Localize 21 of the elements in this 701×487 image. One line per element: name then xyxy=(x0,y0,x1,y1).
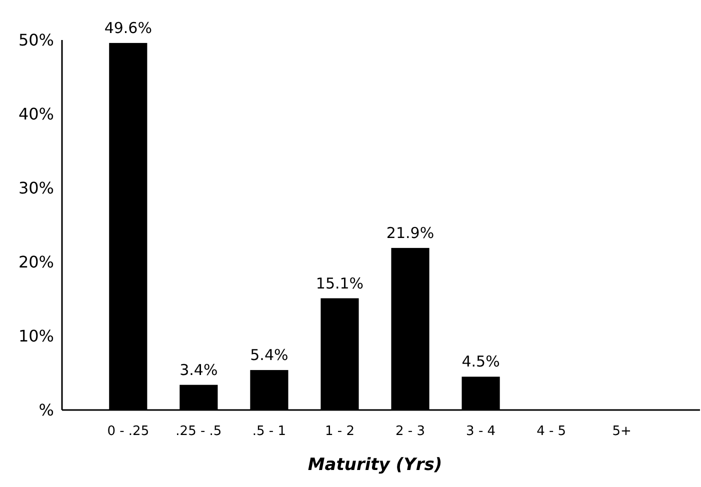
y-tick-label: 40% xyxy=(18,104,54,124)
x-tick-label: 5+ xyxy=(612,424,632,440)
x-tick-label: .25 - .5 xyxy=(176,424,222,440)
data-label: 21.9% xyxy=(386,224,434,242)
data-label: 4.5% xyxy=(462,352,500,371)
x-tick-label: 3 - 4 xyxy=(466,424,496,440)
y-tick-label: 20% xyxy=(18,252,54,272)
data-label: 3.4% xyxy=(180,360,218,379)
x-tick-label: .5 - 1 xyxy=(252,424,286,440)
y-tick-label: 10% xyxy=(18,326,54,346)
data-label: 5.4% xyxy=(250,346,288,364)
y-tick-label: % xyxy=(38,400,54,420)
x-tick-label: 1 - 2 xyxy=(324,424,354,440)
x-tick-label: 2 - 3 xyxy=(396,424,426,440)
data-label: 15.1% xyxy=(316,274,364,292)
x-tick-label: 0 - .25 xyxy=(107,424,150,440)
y-tick-label: 30% xyxy=(18,178,54,198)
x-axis-title: Maturity (Yrs) xyxy=(308,455,442,475)
x-tick-label: 4 - 5 xyxy=(536,424,566,440)
data-label: 49.6% xyxy=(104,18,152,37)
y-tick-label: 50% xyxy=(18,30,54,50)
